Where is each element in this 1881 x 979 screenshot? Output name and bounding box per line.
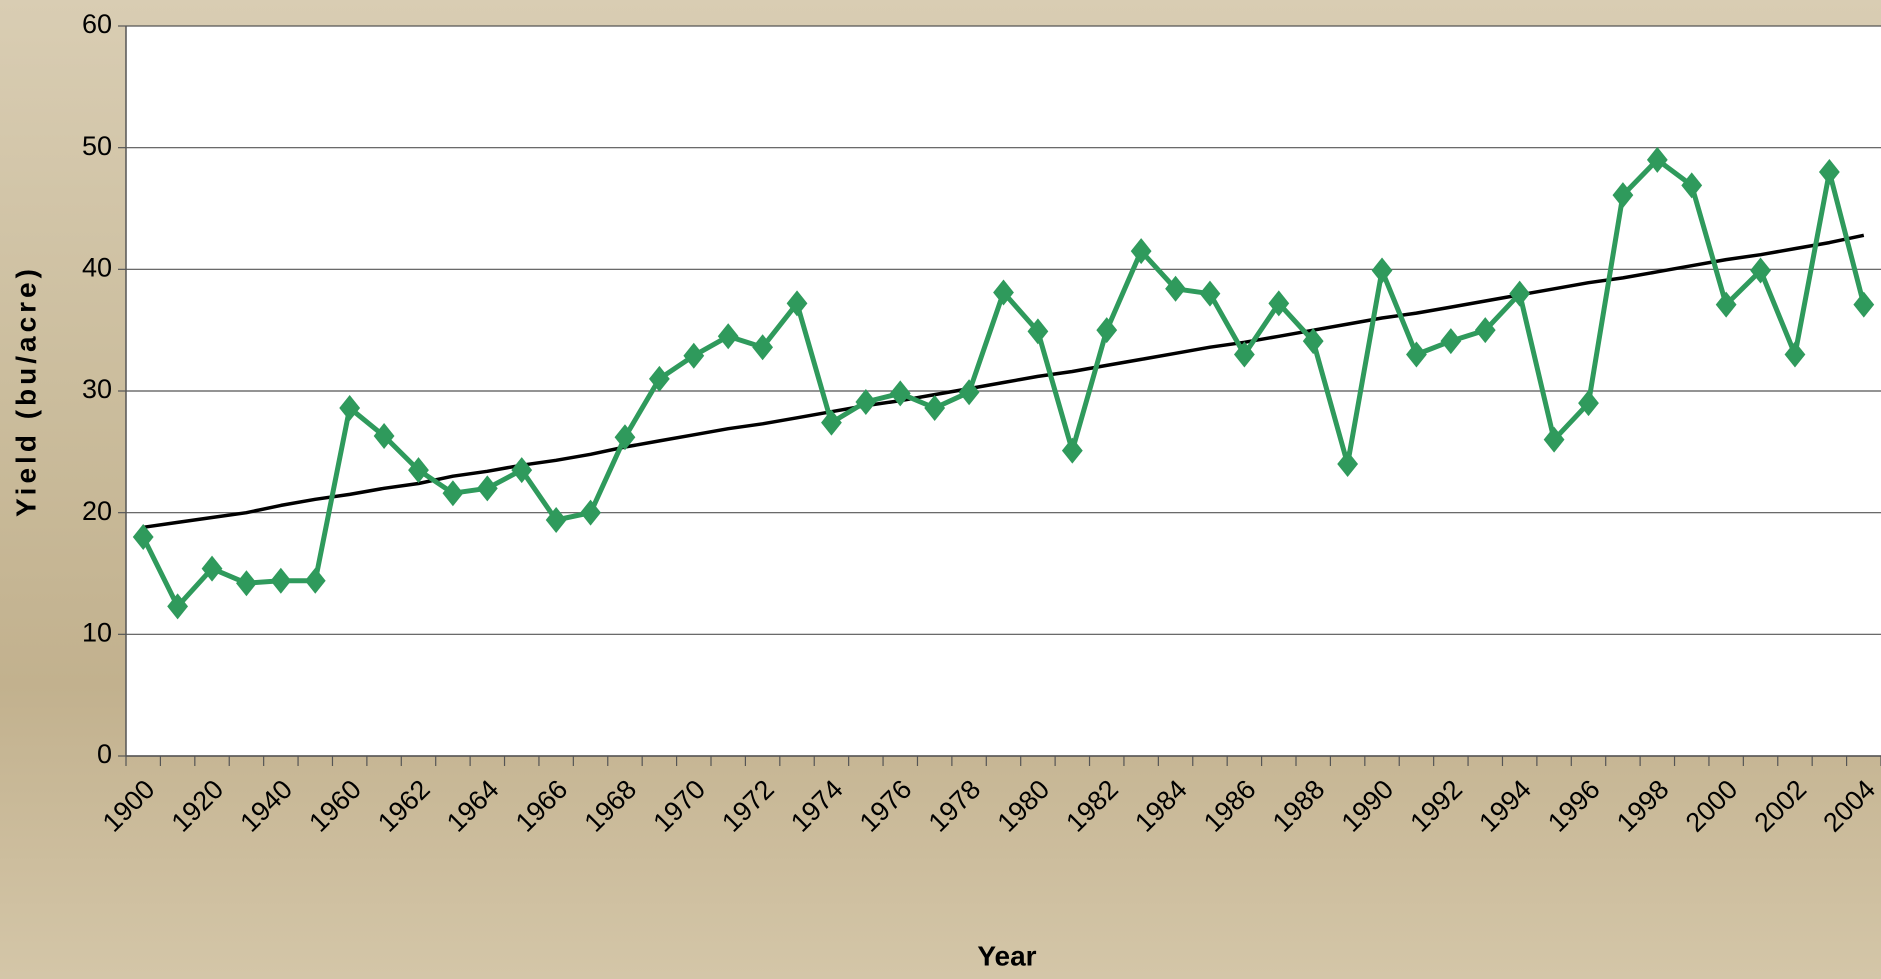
x-tick-label: 1992	[1404, 774, 1468, 838]
y-tick-label: 20	[82, 496, 112, 526]
x-axis-title: Year	[977, 940, 1036, 971]
x-tick-label: 1940	[234, 774, 298, 838]
y-tick-label: 0	[97, 739, 112, 769]
x-tick-label: 1966	[510, 774, 574, 838]
x-tick-label: 1980	[991, 774, 1055, 838]
x-tick-label: 1996	[1542, 774, 1606, 838]
chart: Year Yield (bu/acre) 0102030405060190019…	[0, 0, 1881, 979]
y-tick-label: 10	[82, 617, 112, 647]
x-tick-label: 1984	[1129, 774, 1193, 838]
x-tick-label: 1978	[923, 774, 987, 838]
x-tick-label: 1920	[166, 774, 230, 838]
x-tick-label: 1960	[303, 774, 367, 838]
x-tick-label: 2002	[1749, 774, 1813, 838]
y-tick-label: 60	[82, 9, 112, 39]
x-tick-label: 1974	[785, 774, 849, 838]
x-tick-label: 1900	[97, 774, 161, 838]
x-tick-label: 1998	[1611, 774, 1675, 838]
x-tick-label: 2000	[1680, 774, 1744, 838]
x-tick-label: 1976	[854, 774, 918, 838]
x-tick-label: 1972	[716, 774, 780, 838]
y-tick-label: 40	[82, 252, 112, 282]
x-tick-label: 1986	[1198, 774, 1262, 838]
x-tick-label: 1988	[1267, 774, 1331, 838]
x-tick-label: 1994	[1473, 774, 1537, 838]
y-tick-label: 30	[82, 374, 112, 404]
y-axis-title: Yield (bu/acre)	[10, 265, 41, 517]
y-tick-label: 50	[82, 131, 112, 161]
x-tick-label: 1962	[372, 774, 436, 838]
x-tick-label: 1990	[1336, 774, 1400, 838]
x-tick-label: 2004	[1817, 774, 1881, 838]
x-tick-label: 1982	[1060, 774, 1124, 838]
x-tick-label: 1968	[579, 774, 643, 838]
x-tick-label: 1964	[441, 774, 505, 838]
x-tick-label: 1970	[647, 774, 711, 838]
